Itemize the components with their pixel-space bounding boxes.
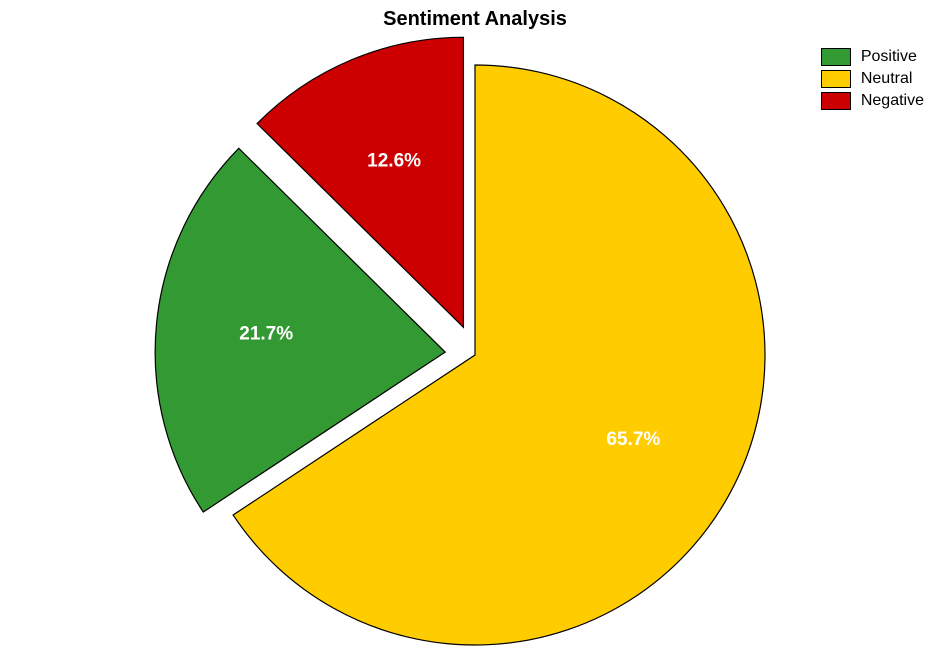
- legend-label-neutral: Neutral: [861, 70, 913, 88]
- legend: Positive Neutral Negative: [821, 48, 924, 114]
- legend-swatch-positive: [821, 48, 851, 66]
- slice-label-neutral: 65.7%: [606, 429, 660, 450]
- legend-swatch-negative: [821, 92, 851, 110]
- legend-item-positive: Positive: [821, 48, 924, 66]
- pie-svg: 65.7% 21.7% 12.6%: [0, 0, 950, 662]
- legend-item-neutral: Neutral: [821, 70, 924, 88]
- legend-label-negative: Negative: [861, 92, 924, 110]
- slice-label-positive: 21.7%: [239, 324, 293, 345]
- sentiment-pie-chart: Sentiment Analysis 65.7%21.7%12.6% Posit…: [0, 0, 950, 662]
- legend-label-positive: Positive: [861, 48, 917, 66]
- legend-swatch-neutral: [821, 70, 851, 88]
- legend-item-negative: Negative: [821, 92, 924, 110]
- slice-label-negative: 12.6%: [367, 150, 421, 171]
